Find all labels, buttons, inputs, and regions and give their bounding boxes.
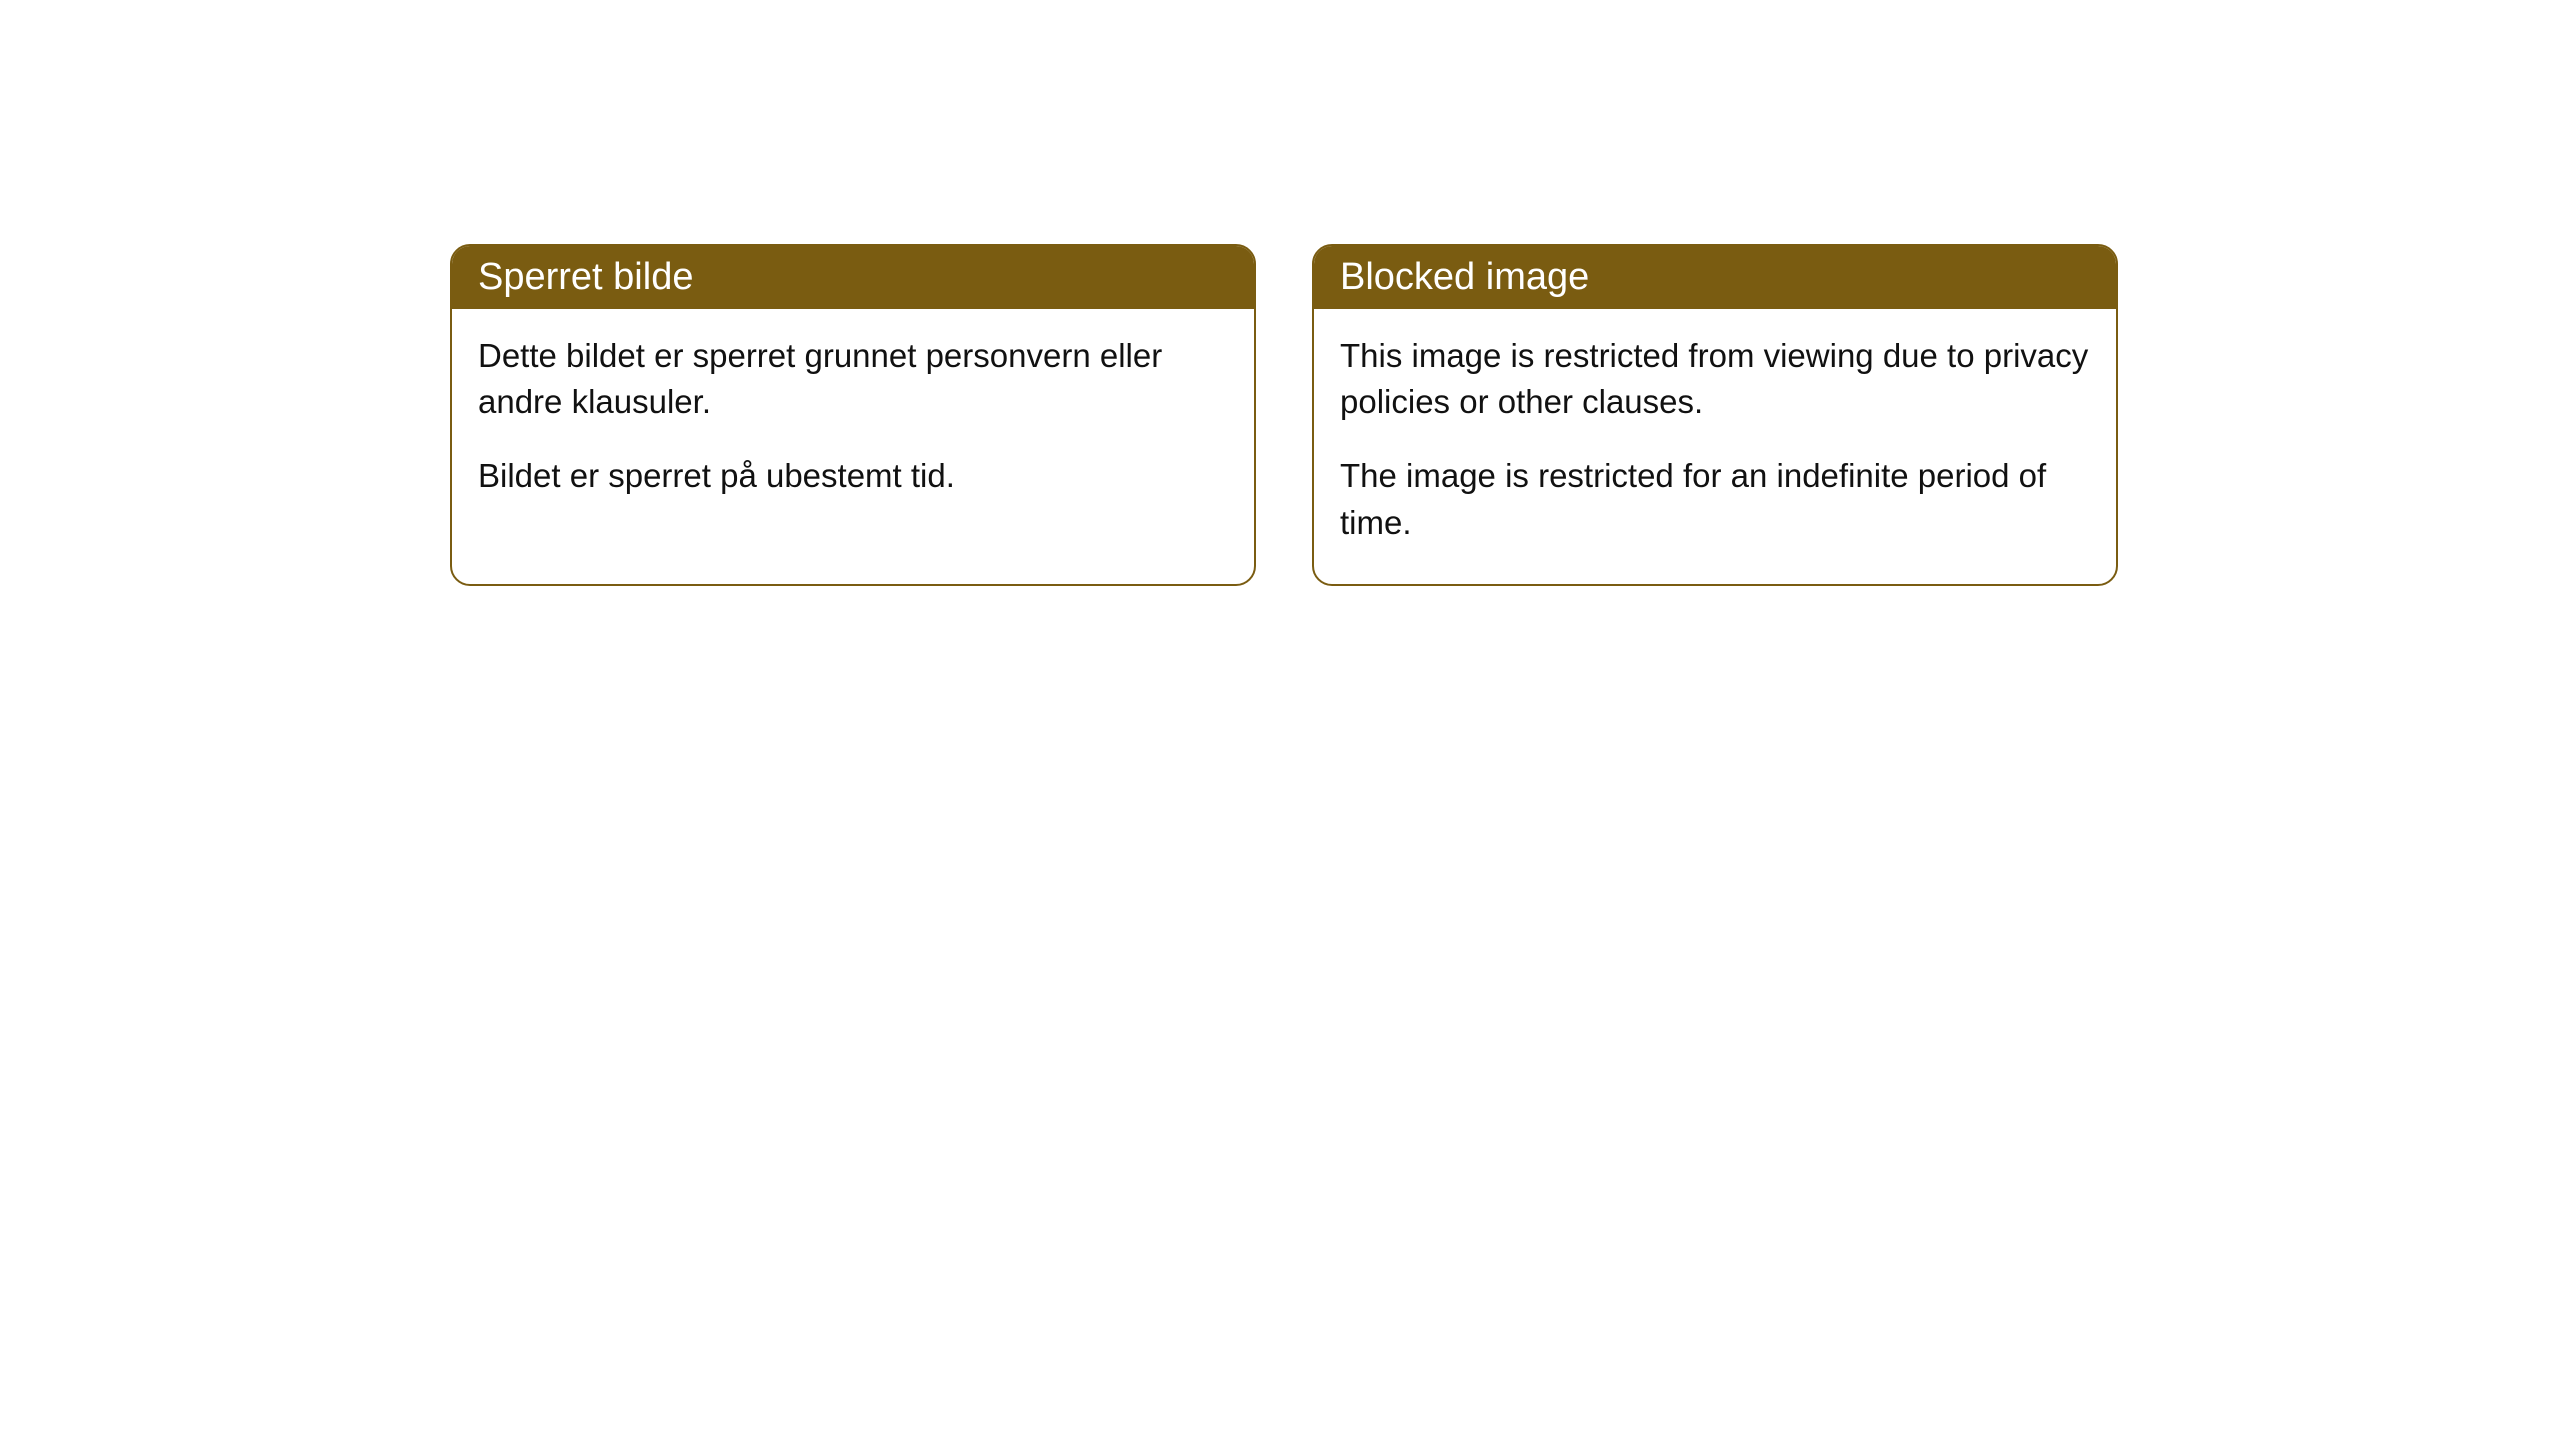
card-paragraph-1-english: This image is restricted from viewing du… xyxy=(1340,333,2090,425)
card-paragraph-1-norwegian: Dette bildet er sperret grunnet personve… xyxy=(478,333,1228,425)
card-title-english: Blocked image xyxy=(1340,256,1589,298)
notice-cards-container: Sperret bilde Dette bildet er sperret gr… xyxy=(450,244,2118,586)
card-paragraph-2-norwegian: Bildet er sperret på ubestemt tid. xyxy=(478,453,1228,499)
card-header-english: Blocked image xyxy=(1314,246,2116,309)
card-body-english: This image is restricted from viewing du… xyxy=(1314,309,2116,584)
card-header-norwegian: Sperret bilde xyxy=(452,246,1254,309)
card-paragraph-2-english: The image is restricted for an indefinit… xyxy=(1340,453,2090,545)
notice-card-norwegian: Sperret bilde Dette bildet er sperret gr… xyxy=(450,244,1256,586)
card-body-norwegian: Dette bildet er sperret grunnet personve… xyxy=(452,309,1254,538)
notice-card-english: Blocked image This image is restricted f… xyxy=(1312,244,2118,586)
card-title-norwegian: Sperret bilde xyxy=(478,256,693,298)
